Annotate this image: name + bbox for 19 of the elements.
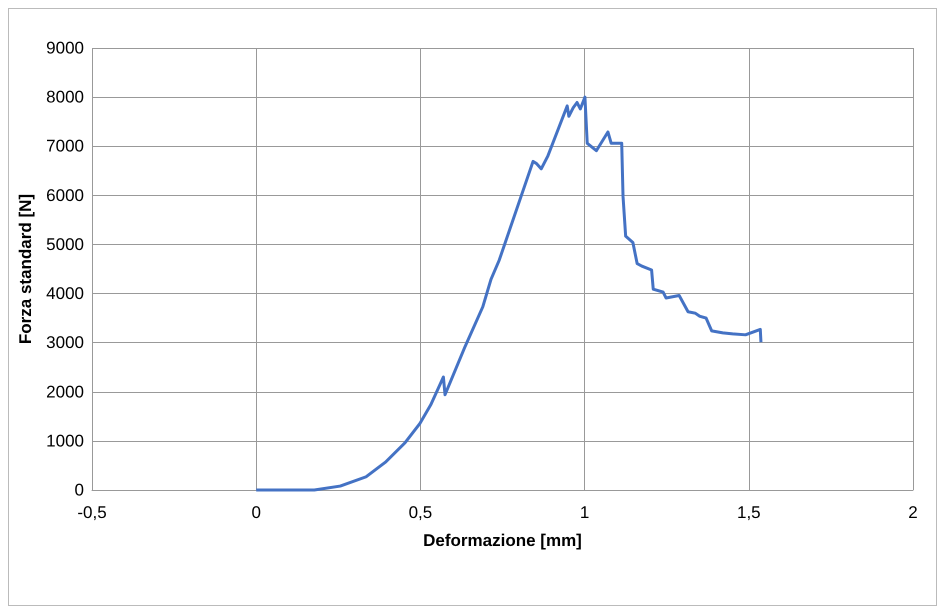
line-series <box>254 96 762 492</box>
y-tick-label: 8000 <box>46 88 84 107</box>
x-tick-label: 2 <box>908 503 918 522</box>
x-tick-label: 1,5 <box>736 503 761 522</box>
x-tick-label: 0 <box>251 503 261 522</box>
y-tick-label: 2000 <box>46 382 84 402</box>
y-tick-label: 7000 <box>46 136 84 156</box>
y-tick-label: 5000 <box>46 234 84 254</box>
y-tick-label: 0 <box>74 480 84 500</box>
y-tick-label: 6000 <box>46 186 84 205</box>
y-axis-title: Forza standard [N] <box>16 194 35 344</box>
y-tick-label: 3000 <box>46 333 84 352</box>
x-tick-label: 0,5 <box>408 503 432 522</box>
y-tick-label: 9000 <box>46 38 84 58</box>
y-tick-label: 1000 <box>46 431 84 450</box>
y-tick-label: 4000 <box>46 284 84 304</box>
x-tick-label: 1 <box>580 503 590 522</box>
x-axis-title: Deformazione [mm] <box>423 531 582 550</box>
x-tick-label: -0,5 <box>77 503 107 522</box>
